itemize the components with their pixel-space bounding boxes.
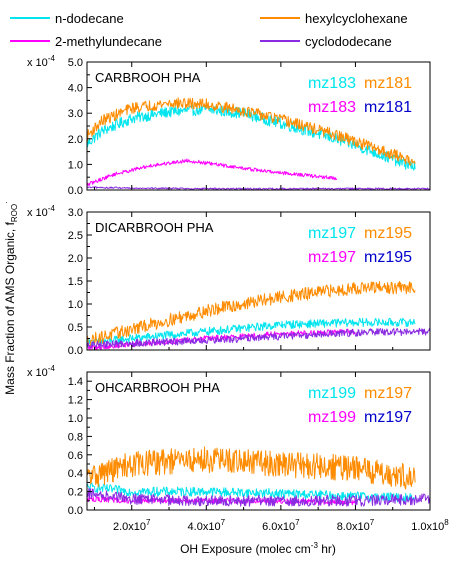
y-scale-exp: -4 bbox=[48, 54, 56, 63]
mz-label-3: mz183 bbox=[308, 99, 356, 116]
legend-label-4: cyclododecane bbox=[305, 34, 392, 49]
mz-label-1: mz197 bbox=[308, 225, 356, 242]
series-line-hexylcyclohexane bbox=[87, 97, 416, 166]
mz-label-4: mz197 bbox=[364, 409, 412, 426]
y-tick-label: 0.0 bbox=[68, 185, 83, 197]
mz-label-2: mz195 bbox=[364, 225, 412, 242]
x-axis-label-sup: -3 bbox=[311, 541, 319, 550]
mz-label-3: mz197 bbox=[308, 249, 356, 266]
panel-traces bbox=[87, 446, 430, 507]
y-scale-base: x 10 bbox=[27, 207, 48, 219]
y-tick-label: 1.0 bbox=[68, 159, 83, 171]
panel-3: 0.0 0.2 0.4 0.6 0.8 1.0 1.2 1.4 x 10-4 OHCARBROOH… bbox=[27, 364, 431, 517]
y-tick-label: 5.0 bbox=[68, 57, 83, 69]
y-tick-label: 0.0 bbox=[68, 505, 83, 517]
series-line-cyclododecane bbox=[87, 488, 430, 507]
y-scale-base: x 10 bbox=[27, 367, 48, 379]
y-scale-exp: -4 bbox=[48, 364, 56, 373]
legend-label-3: 2-methylundecane bbox=[55, 34, 162, 49]
x-tick-label-base: 4.0x10 bbox=[188, 521, 221, 533]
y-tick-label: 0.4 bbox=[68, 468, 83, 480]
x-tick-label-base: 6.0x10 bbox=[262, 521, 295, 533]
mz-label-2: mz181 bbox=[364, 75, 412, 92]
x-tick-label-exp: 7 bbox=[370, 518, 375, 527]
panel-1: 0.0 1.0 2.0 3.0 4.0 5.0 x 10-4 CARBROOH PHA mz18… bbox=[27, 54, 431, 197]
y-scale-factor: x 10-4 bbox=[27, 204, 55, 219]
series-line-hexylcyclohexane bbox=[87, 281, 416, 347]
mz-label-1: mz183 bbox=[308, 75, 356, 92]
y-axis-label-main: Mass Fraction of AMS Organic, f bbox=[3, 221, 17, 394]
x-tick-label-exp: 7 bbox=[221, 518, 226, 527]
x-axis-label-main: OH Exposure (molec cm bbox=[180, 542, 311, 556]
mz-label-2: mz197 bbox=[364, 385, 412, 402]
y-tick-label: 1.2 bbox=[68, 395, 83, 407]
x-tick-label: 2.0x107 bbox=[113, 518, 151, 533]
series-line-cyclododecane bbox=[87, 186, 430, 190]
y-axis-label-sub: ROO bbox=[10, 204, 19, 222]
y-tick-label: 2.5 bbox=[68, 230, 83, 242]
x-tick-label-exp: 8 bbox=[444, 518, 449, 527]
y-tick-label: 1.5 bbox=[68, 276, 83, 288]
panel-2: 0.0 0.5 1.0 1.5 2.0 2.5 3.0 x 10-4 DICARBROOH PH… bbox=[27, 204, 431, 357]
y-tick-label: 2.0 bbox=[68, 134, 83, 146]
legend: n-dodecane hexylcyclohexane 2-methylundeca… bbox=[10, 11, 408, 49]
series-line-n-dodecane bbox=[87, 317, 416, 348]
panel-title: OHCARBROOH PHA bbox=[95, 380, 220, 395]
series-line-hexylcyclohexane bbox=[87, 446, 416, 490]
x-tick-label: 8.0x107 bbox=[337, 518, 375, 533]
y-scale-base: x 10 bbox=[27, 57, 48, 69]
panel-title: CARBROOH PHA bbox=[95, 70, 201, 85]
panel-frame bbox=[86, 371, 431, 511]
x-axis-label-end: hr) bbox=[318, 542, 336, 556]
series-line-2-methylundecane bbox=[87, 158, 338, 186]
x-tick-label: 1.0x108 bbox=[411, 518, 449, 533]
x-tick-label-base: 2.0x10 bbox=[113, 521, 146, 533]
y-tick-label: 3.0 bbox=[68, 108, 83, 120]
y-tick-label: 0.8 bbox=[68, 431, 83, 443]
y-scale-factor: x 10-4 bbox=[27, 364, 55, 379]
mz-label-1: mz199 bbox=[308, 385, 356, 402]
mz-label-4: mz195 bbox=[364, 249, 412, 266]
x-tick-label-base: 8.0x10 bbox=[337, 521, 370, 533]
x-tick-label: 6.0x107 bbox=[262, 518, 300, 533]
y-axis-label-sup: · bbox=[2, 201, 11, 204]
panel-traces bbox=[87, 97, 430, 190]
y-tick-label: 0.5 bbox=[68, 322, 83, 334]
legend-label-2: hexylcyclohexane bbox=[305, 11, 408, 26]
y-tick-label: 2.0 bbox=[68, 253, 83, 265]
y-axis-label: Mass Fraction of AMS Organic, fROO· bbox=[2, 201, 19, 395]
mz-label-3: mz199 bbox=[308, 409, 356, 426]
x-tick-label-exp: 7 bbox=[146, 518, 151, 527]
series-line-n-dodecane bbox=[87, 482, 416, 503]
y-tick-label: 4.0 bbox=[68, 83, 83, 95]
x-axis-label: OH Exposure (molec cm-3 hr) bbox=[180, 541, 336, 556]
series-line-cyclododecane bbox=[87, 327, 430, 349]
y-tick-label: 1.0 bbox=[68, 299, 83, 311]
y-scale-factor: x 10-4 bbox=[27, 54, 55, 69]
x-tick-label: 4.0x107 bbox=[188, 518, 226, 533]
legend-label-1: n-dodecane bbox=[55, 11, 124, 26]
y-tick-label: 0.0 bbox=[68, 345, 83, 357]
y-tick-label: 1.0 bbox=[68, 413, 83, 425]
x-tick-label-base: 1.0x10 bbox=[411, 521, 444, 533]
y-scale-exp: -4 bbox=[48, 204, 56, 213]
y-tick-label: 1.4 bbox=[68, 376, 83, 388]
mz-label-4: mz181 bbox=[364, 99, 412, 116]
y-tick-label: 0.6 bbox=[68, 450, 83, 462]
y-tick-label: 0.2 bbox=[68, 487, 83, 499]
panel-traces bbox=[87, 281, 430, 350]
x-tick-label-exp: 7 bbox=[295, 518, 300, 527]
panel-title: DICARBROOH PHA bbox=[95, 220, 214, 235]
y-tick-label: 3.0 bbox=[68, 207, 83, 219]
